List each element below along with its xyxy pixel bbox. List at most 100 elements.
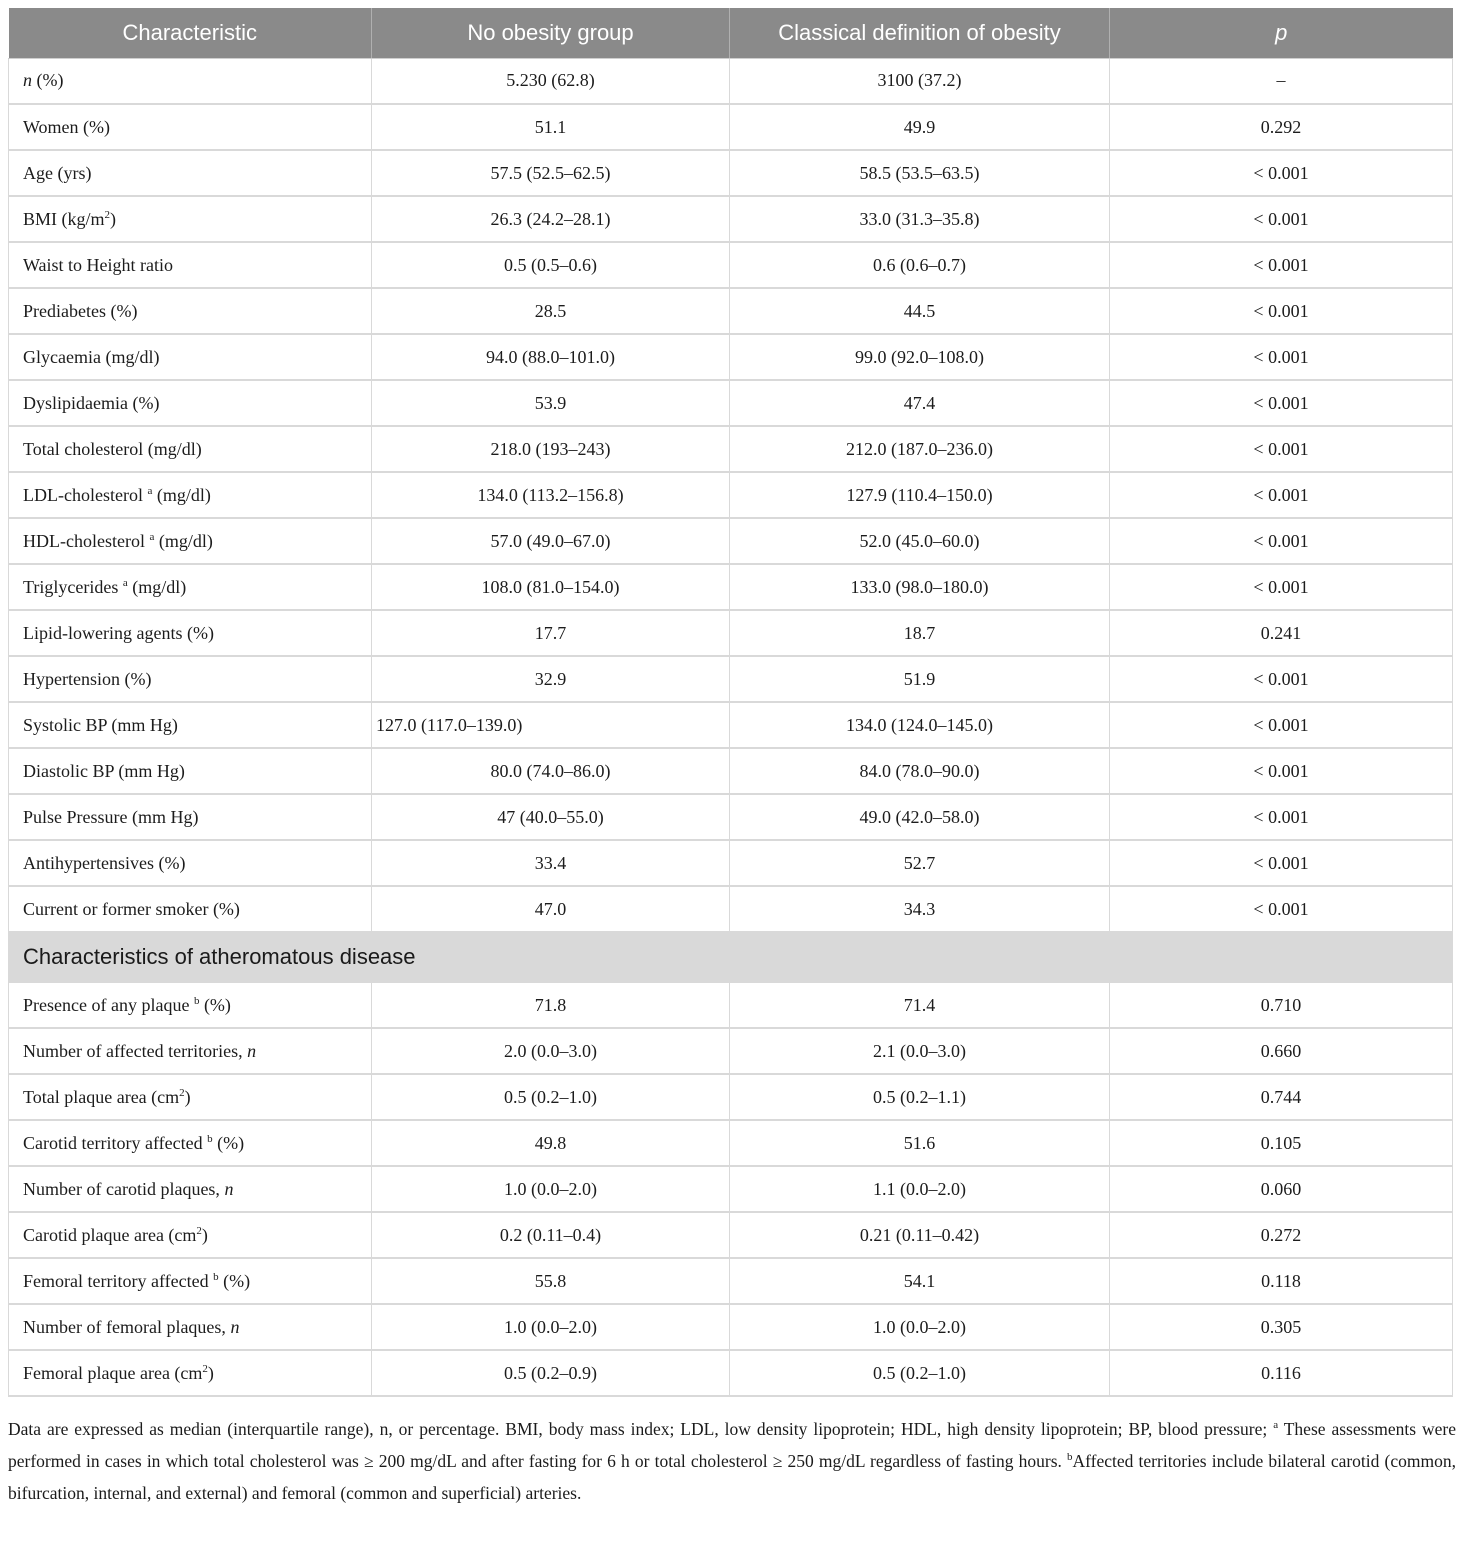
table-row: Current or former smoker (%) 47.0 34.3 < 0.…: [8, 885, 1453, 933]
superscript-marker: 2: [196, 1224, 202, 1237]
table-row: Number of femoral plaques, n 1.0 (0.0–2.0…: [8, 1303, 1453, 1351]
classical-obesity-value: 0.5 (0.2–1.1): [729, 1073, 1110, 1121]
superscript-marker: 2: [202, 1362, 208, 1375]
classical-obesity-value: 49.0 (42.0–58.0): [729, 793, 1110, 841]
superscript-marker: b: [1067, 1451, 1073, 1464]
row-label: Triglycerides a (mg/dl): [8, 563, 372, 611]
row-label: LDL-cholesterol a (mg/dl): [8, 471, 372, 519]
p-value: < 0.001: [1109, 287, 1453, 335]
classical-obesity-value: 3100 (37.2): [729, 57, 1110, 105]
no-obesity-value: 1.0 (0.0–2.0): [371, 1303, 730, 1351]
table-footnote: Data are expressed as median (interquart…: [8, 1419, 1457, 1504]
p-value: 0.060: [1109, 1165, 1453, 1213]
table-row: Triglycerides a (mg/dl) 108.0 (81.0–154.0…: [8, 563, 1453, 611]
classical-obesity-value: 49.9: [729, 103, 1110, 151]
classical-obesity-value: 0.5 (0.2–1.0): [729, 1349, 1110, 1397]
row-label: Number of carotid plaques, n: [8, 1165, 372, 1213]
no-obesity-value: 28.5: [371, 287, 730, 335]
no-obesity-value: 134.0 (113.2–156.8): [371, 471, 730, 519]
superscript-marker: a: [1273, 1419, 1279, 1432]
row-label: Presence of any plaque b (%): [8, 981, 372, 1029]
p-value: < 0.001: [1109, 885, 1453, 933]
no-obesity-value: 2.0 (0.0–3.0): [371, 1027, 730, 1075]
classical-obesity-value: 52.7: [729, 839, 1110, 887]
row-label: Carotid territory affected b (%): [8, 1119, 372, 1167]
table-row: Femoral plaque area (cm2) 0.5 (0.2–0.9) 0.…: [8, 1349, 1453, 1397]
row-label: Diastolic BP (mm Hg): [8, 747, 372, 795]
table-row: Carotid plaque area (cm2) 0.2 (0.11–0.4) 0…: [8, 1211, 1453, 1259]
table-row: Total cholesterol (mg/dl) 218.0 (193–243)…: [8, 425, 1453, 473]
no-obesity-value: 47.0: [371, 885, 730, 933]
no-obesity-value: 17.7: [371, 609, 730, 657]
classical-obesity-value: 212.0 (187.0–236.0): [729, 425, 1110, 473]
row-label: Hypertension (%): [8, 655, 372, 703]
table-row: Systolic BP (mm Hg) 127.0 (117.0–139.0) 13…: [8, 701, 1453, 749]
p-value: 0.710: [1109, 981, 1453, 1029]
no-obesity-value: 0.5 (0.5–0.6): [371, 241, 730, 289]
row-label: n (%): [8, 57, 372, 105]
row-label: Lipid-lowering agents (%): [8, 609, 372, 657]
superscript-marker: b: [207, 1132, 213, 1145]
p-value: < 0.001: [1109, 149, 1453, 197]
table-row: Carotid territory affected b (%) 49.8 51.6…: [8, 1119, 1453, 1167]
row-label: Antihypertensives (%): [8, 839, 372, 887]
table-row: Femoral territory affected b (%) 55.8 54.1…: [8, 1257, 1453, 1305]
p-value: 0.660: [1109, 1027, 1453, 1075]
table-row: Diastolic BP (mm Hg) 80.0 (74.0–86.0) 84.0…: [8, 747, 1453, 795]
header-cell-classical-definition: Classical definition of obesity: [729, 8, 1110, 59]
p-value: 0.241: [1109, 609, 1453, 657]
row-label: Carotid plaque area (cm2): [8, 1211, 372, 1259]
header-cell-p-value: p: [1109, 8, 1453, 59]
table-row: Waist to Height ratio 0.5 (0.5–0.6) 0.6 (0…: [8, 241, 1453, 289]
p-value: 0.105: [1109, 1119, 1453, 1167]
no-obesity-value: 108.0 (81.0–154.0): [371, 563, 730, 611]
p-value: 0.305: [1109, 1303, 1453, 1351]
table-row: Dyslipidaemia (%) 53.9 47.4 < 0.001: [8, 379, 1453, 427]
classical-obesity-value: 51.6: [729, 1119, 1110, 1167]
classical-obesity-value: 33.0 (31.3–35.8): [729, 195, 1110, 243]
table-row: Prediabetes (%) 28.5 44.5 < 0.001: [8, 287, 1453, 335]
superscript-marker: b: [213, 1270, 219, 1283]
table-row: Antihypertensives (%) 33.4 52.7 < 0.001: [8, 839, 1453, 887]
table-row: Presence of any plaque b (%) 71.8 71.4 0.71…: [8, 981, 1453, 1029]
classical-obesity-value: 52.0 (45.0–60.0): [729, 517, 1110, 565]
characteristics-table: Characteristic No obesity group Classica…: [8, 8, 1453, 1397]
row-label: Total cholesterol (mg/dl): [8, 425, 372, 473]
classical-obesity-value: 71.4: [729, 981, 1110, 1029]
table-header: Characteristic No obesity group Classica…: [8, 8, 1453, 59]
row-label: Pulse Pressure (mm Hg): [8, 793, 372, 841]
table-row: Women (%) 51.1 49.9 0.292: [8, 103, 1453, 151]
table-row: LDL-cholesterol a (mg/dl) 134.0 (113.2–15…: [8, 471, 1453, 519]
header-cell-no-obesity-group: No obesity group: [371, 8, 730, 59]
table-row: BMI (kg/m2) 26.3 (24.2–28.1) 33.0 (31.3–35…: [8, 195, 1453, 243]
classical-obesity-value: 0.21 (0.11–0.42): [729, 1211, 1110, 1259]
row-label: Current or former smoker (%): [8, 885, 372, 933]
no-obesity-value: 80.0 (74.0–86.0): [371, 747, 730, 795]
section-header-row: Characteristics of atheromatous disease: [8, 931, 1453, 983]
superscript-marker: a: [147, 484, 153, 497]
p-value: 0.116: [1109, 1349, 1453, 1397]
p-value: < 0.001: [1109, 563, 1453, 611]
no-obesity-value: 47 (40.0–55.0): [371, 793, 730, 841]
p-value: < 0.001: [1109, 471, 1453, 519]
row-label: BMI (kg/m2): [8, 195, 372, 243]
classical-obesity-value: 2.1 (0.0–3.0): [729, 1027, 1110, 1075]
no-obesity-value: 53.9: [371, 379, 730, 427]
p-value: < 0.001: [1109, 195, 1453, 243]
no-obesity-value: 49.8: [371, 1119, 730, 1167]
p-value: < 0.001: [1109, 379, 1453, 427]
classical-obesity-value: 18.7: [729, 609, 1110, 657]
table-row: Number of affected territories, n 2.0 (0.…: [8, 1027, 1453, 1075]
no-obesity-value: 1.0 (0.0–2.0): [371, 1165, 730, 1213]
no-obesity-value: 55.8: [371, 1257, 730, 1305]
no-obesity-value: 218.0 (193–243): [371, 425, 730, 473]
no-obesity-value: 71.8: [371, 981, 730, 1029]
table-row: Number of carotid plaques, n 1.0 (0.0–2.0…: [8, 1165, 1453, 1213]
superscript-marker: b: [193, 994, 200, 1007]
classical-obesity-value: 1.1 (0.0–2.0): [729, 1165, 1110, 1213]
classical-obesity-value: 47.4: [729, 379, 1110, 427]
p-value: –: [1109, 57, 1453, 105]
classical-obesity-value: 84.0 (78.0–90.0): [729, 747, 1110, 795]
no-obesity-value: 33.4: [371, 839, 730, 887]
